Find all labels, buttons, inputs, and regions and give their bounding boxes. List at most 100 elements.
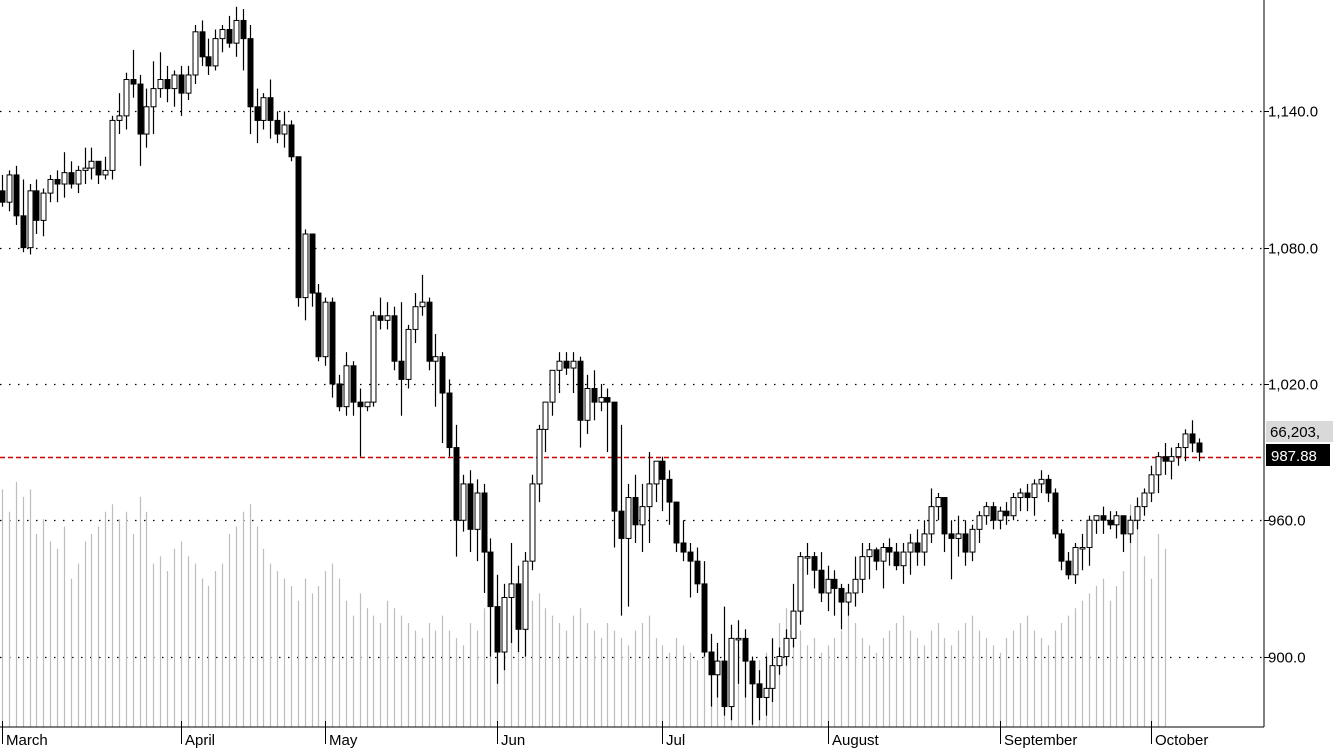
candle (27, 184, 34, 255)
candle (260, 93, 267, 130)
candle-body (997, 510, 1004, 521)
candle (598, 383, 605, 412)
candle (1093, 515, 1100, 534)
candle (1010, 492, 1017, 521)
candle-body (240, 19, 247, 40)
candle-body (192, 31, 199, 76)
candle (708, 633, 715, 707)
candle-body (487, 551, 494, 608)
candle (274, 111, 281, 144)
candle-body (329, 301, 336, 385)
candle (288, 120, 295, 162)
candle-body (109, 119, 116, 171)
candle (769, 638, 776, 703)
candle-body (584, 387, 591, 421)
candle (866, 542, 873, 580)
last-volume-label-bg (1266, 421, 1333, 442)
candle-body (1162, 456, 1169, 462)
candle (914, 529, 921, 566)
candle (54, 170, 61, 203)
candle-body (1107, 519, 1114, 526)
candle (199, 20, 206, 66)
candle-body (914, 542, 921, 553)
candle (831, 570, 838, 616)
candle-body (928, 506, 935, 535)
candle-body (948, 533, 955, 539)
candle (646, 452, 653, 543)
candle-body (1155, 456, 1162, 476)
candle-body (309, 233, 316, 294)
candle-body (598, 397, 605, 403)
candle-body (419, 301, 426, 308)
candle-body (529, 483, 536, 562)
candle (370, 311, 377, 407)
candle-body (1113, 515, 1120, 526)
candle (1086, 515, 1093, 566)
candle-body (1065, 560, 1072, 576)
candle-body (185, 74, 192, 94)
candle-body (481, 492, 488, 553)
candle-body (130, 79, 137, 85)
y-tick-label: 1,020.0 (1268, 377, 1318, 394)
candle-body (1052, 492, 1059, 535)
candle-body (254, 106, 261, 121)
candle (391, 306, 398, 371)
candle-body (769, 665, 776, 689)
candle-body (797, 556, 804, 612)
candle-body (886, 547, 893, 553)
candle (584, 374, 591, 434)
last-volume-label: 66,203, (1270, 424, 1320, 441)
candle-body (542, 401, 549, 430)
candle (164, 65, 171, 103)
candle-body (666, 478, 673, 503)
candle-body (302, 233, 309, 299)
candle (639, 483, 646, 553)
candle (171, 70, 178, 107)
candle (742, 629, 749, 698)
candle-body (150, 88, 157, 108)
candle (797, 552, 804, 625)
candle (749, 656, 756, 725)
y-tick-label: 900.0 (1268, 650, 1306, 667)
candle (494, 574, 501, 684)
candle-body (632, 497, 639, 526)
x-tick-label: September (1004, 732, 1077, 749)
candle-body (171, 74, 178, 90)
candle-body (398, 360, 405, 380)
candle-body (1086, 519, 1093, 549)
candle-body (907, 542, 914, 553)
candle (150, 61, 157, 135)
candle-body (969, 528, 976, 553)
candle-body (82, 167, 89, 171)
candle (701, 561, 708, 657)
candle (1003, 502, 1010, 525)
candle (1038, 470, 1045, 493)
candle-body (274, 119, 281, 135)
candles (0, 6, 1203, 725)
candle-body (315, 292, 322, 358)
candle (1024, 483, 1031, 512)
candle (426, 297, 433, 371)
candle (542, 401, 549, 453)
candle-body (6, 174, 13, 203)
candle (336, 374, 343, 412)
candle (515, 565, 522, 653)
candle-body (68, 172, 75, 185)
candle-body (880, 547, 887, 562)
candle-body (618, 510, 625, 539)
candle (804, 542, 811, 575)
candle-body (604, 397, 611, 403)
candle (618, 424, 625, 616)
candle (859, 542, 866, 593)
candle-body (295, 156, 302, 299)
candle-body (549, 369, 556, 403)
candle (632, 474, 639, 543)
candle-body (453, 447, 460, 521)
candle (763, 656, 770, 716)
candle-body (1058, 533, 1065, 562)
candle (728, 624, 735, 721)
candle (1072, 542, 1079, 584)
candle (205, 38, 212, 75)
candle (1045, 474, 1052, 503)
candle-body (508, 583, 515, 599)
